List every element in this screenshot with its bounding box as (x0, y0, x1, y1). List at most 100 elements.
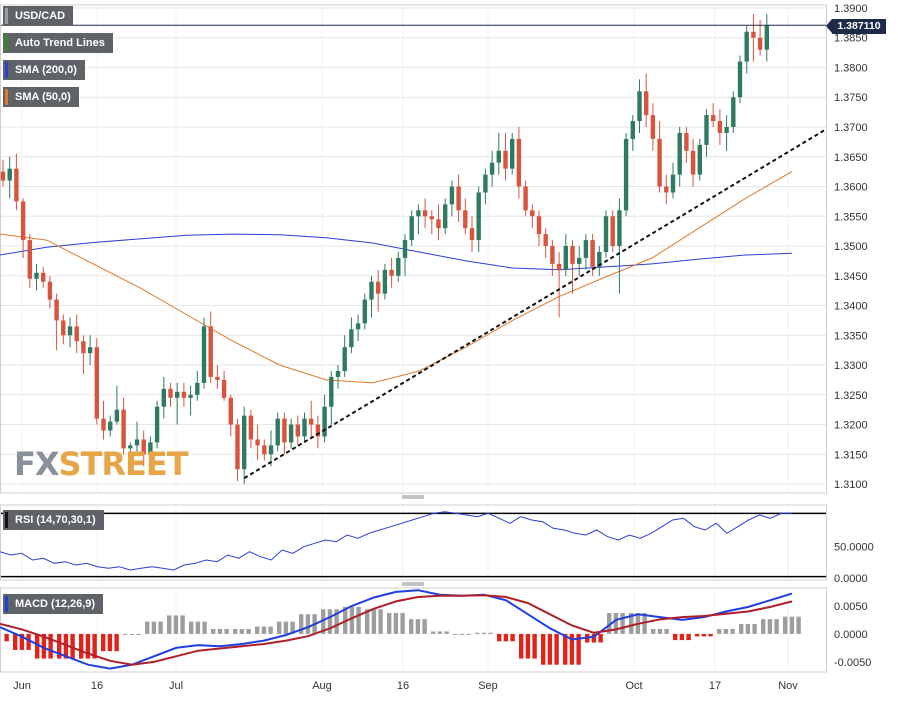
candle-body (536, 216, 542, 235)
candle-body (711, 115, 716, 122)
x-tick-label: Nov (778, 680, 798, 692)
y-tick-label: 1.3150 (834, 449, 868, 461)
legend-symbol[interactable]: USD/CAD (3, 6, 74, 26)
candle-body (148, 442, 153, 455)
legend-sma50-swatch (5, 89, 8, 105)
candle-body (87, 347, 93, 354)
candle-body (657, 138, 662, 187)
macd-histogram-bar (510, 633, 515, 642)
candle-body (376, 281, 381, 294)
y-tick-label: 1.3600 (834, 182, 868, 194)
macd-histogram-bar (488, 632, 493, 634)
macd-histogram-bar (752, 624, 757, 634)
x-tick-label: Jul (169, 680, 183, 692)
macd-histogram-bar (107, 633, 113, 652)
macd-histogram-bar (481, 632, 487, 634)
candle-body (650, 115, 656, 139)
candle-body (161, 388, 166, 407)
legend-macd-swatch (5, 596, 8, 612)
candle-body (108, 421, 113, 431)
x-tick-label: 16 (397, 680, 409, 692)
macd-histogram-bar (723, 628, 729, 634)
candle-body (550, 246, 555, 264)
candle-body (94, 347, 99, 419)
macd-signal-line (0, 594, 793, 666)
candle-body (215, 376, 220, 380)
candle-body (510, 138, 515, 169)
candle-body (704, 115, 709, 145)
candle-body (128, 445, 133, 449)
legend-sma50[interactable]: SMA (50,0) (3, 87, 79, 107)
legend-rsi[interactable]: RSI (14,70,30,1) (3, 510, 104, 530)
candle-body (677, 132, 682, 175)
x-tick-label: Sep (478, 680, 498, 692)
candle-body (436, 219, 441, 229)
macd-histogram-bar (767, 619, 773, 634)
macd-histogram-bar (437, 631, 443, 634)
candle-body (309, 418, 314, 425)
candle-body (329, 376, 334, 407)
candle-body (456, 186, 461, 211)
x-tick-label: Aug (312, 680, 332, 692)
candle-body (724, 127, 729, 133)
legend-symbol-label: USD/CAD (15, 10, 66, 22)
macd-histogram-bar (239, 628, 245, 634)
macd-histogram-bar (569, 633, 575, 665)
candle-body (697, 144, 702, 175)
macd-histogram-bar (268, 626, 273, 634)
macd-tick-label: 0.0050 (834, 601, 868, 613)
fxstreet-logo: FXSTREET (14, 445, 189, 483)
macd-histogram-bar (679, 633, 685, 641)
macd-histogram-bar (701, 633, 707, 637)
macd-histogram-bar (547, 633, 553, 665)
candle-body (154, 406, 160, 443)
legend-macd[interactable]: MACD (12,26,9) (3, 594, 104, 614)
candle-body (523, 186, 528, 211)
main-panel-border (0, 4, 827, 494)
y-tick-label: 1.3550 (834, 211, 868, 223)
legend-rsi-label: RSI (14,70,30,1) (15, 514, 96, 526)
macd-panel-border (0, 587, 827, 673)
macd-histogram-bar (70, 633, 75, 659)
macd-histogram-bar (305, 614, 311, 634)
macd-histogram-bar (761, 619, 766, 634)
macd-histogram-bar (123, 633, 128, 635)
candle-body (41, 272, 46, 282)
sma200-line (0, 233, 793, 271)
macd-histogram-bar (459, 633, 465, 635)
macd-histogram-bar (283, 621, 289, 634)
candle-body (101, 418, 106, 431)
candle-body (242, 415, 247, 470)
candle-body (744, 31, 749, 62)
legend-sma200[interactable]: SMA (200,0) (3, 60, 85, 80)
legend-sma50-label: SMA (50,0) (15, 91, 71, 103)
y-tick-label: 1.3350 (834, 330, 868, 342)
candle-body (644, 91, 649, 116)
legend-trendlines[interactable]: Auto Trend Lines (3, 33, 113, 53)
macd-histogram-bar (475, 632, 480, 634)
y-tick-label: 1.3300 (834, 360, 868, 372)
candle-body (295, 424, 300, 437)
sma50-line (0, 171, 793, 384)
candle-body (516, 138, 522, 187)
macd-histogram-bar (327, 609, 333, 634)
macd-histogram-bar (189, 621, 194, 634)
macd-histogram-bar (173, 615, 179, 634)
candle-body (570, 246, 575, 264)
candle-body (664, 186, 669, 193)
legend-trendlines-swatch (5, 35, 8, 51)
candle-body (349, 329, 354, 348)
candle-body (7, 168, 12, 181)
candle-body (302, 418, 307, 437)
macd-histogram-bar (664, 628, 669, 634)
macd-histogram-bar (101, 633, 106, 652)
candle-body (764, 25, 769, 50)
candle-body (201, 326, 207, 383)
macd-histogram-bar (180, 615, 185, 634)
candle-body (422, 210, 428, 217)
rsi-line (0, 511, 792, 571)
macd-histogram-bar (26, 633, 31, 650)
legend-rsi-swatch (5, 512, 8, 528)
candle-body (369, 281, 374, 300)
legend-macd-label: MACD (12,26,9) (15, 598, 96, 610)
